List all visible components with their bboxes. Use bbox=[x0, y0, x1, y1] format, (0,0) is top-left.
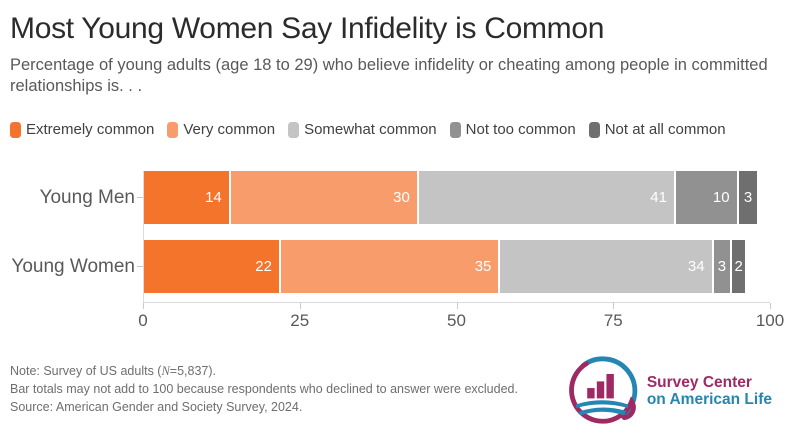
x-tick bbox=[143, 303, 144, 310]
legend-item-label: Very common bbox=[183, 121, 276, 139]
bar-segment: 30 bbox=[230, 171, 419, 225]
category-tick bbox=[137, 266, 143, 268]
note-n-symbol: N bbox=[161, 364, 170, 379]
y-axis-line bbox=[143, 171, 144, 303]
note-line-1: Note: Survey of US adults (N=5,837). bbox=[10, 364, 217, 379]
legend-item: Somewhat common bbox=[288, 121, 437, 138]
x-axis: 0 25 50 75 100 bbox=[138, 302, 784, 332]
x-tick bbox=[299, 303, 301, 310]
segment-value-label: 34 bbox=[687, 258, 705, 276]
stacked-bar: 22 35 34 3 2 bbox=[143, 240, 770, 294]
logo-line-1: Survey Center bbox=[646, 373, 752, 391]
legend: Extremely common Very common Somewhat comm… bbox=[10, 121, 782, 138]
segment-value-label: 35 bbox=[474, 258, 492, 276]
legend-swatch bbox=[10, 121, 21, 138]
logo-line-2: on American Life bbox=[646, 391, 772, 409]
legend-item: Not too common bbox=[449, 121, 576, 139]
segment-value-label: 22 bbox=[255, 258, 272, 276]
legend-item-label: Not at all common bbox=[604, 121, 726, 139]
footnotes: Note: Survey of US adults (N=5,837). Bar… bbox=[10, 362, 518, 416]
bar-segment: 2 bbox=[732, 240, 745, 294]
x-tick bbox=[456, 303, 458, 310]
bar-segment: 14 bbox=[143, 171, 231, 225]
x-tick bbox=[613, 303, 615, 310]
chart-subtitle: Percentage of young adults (age 18 to 29… bbox=[10, 55, 768, 96]
segment-value-label: 30 bbox=[393, 189, 410, 207]
x-tick-label: 100 bbox=[755, 311, 785, 331]
x-tick-label: 50 bbox=[447, 311, 466, 331]
segment-value-label: 2 bbox=[734, 258, 743, 276]
legend-swatch bbox=[588, 121, 600, 138]
legend-swatch bbox=[449, 121, 461, 138]
legend-item-label: Extremely common bbox=[26, 121, 155, 139]
bar-segment: 41 bbox=[418, 171, 676, 225]
bar-segment: 3 bbox=[713, 240, 733, 294]
survey-center-logo: Survey Center on American Life bbox=[565, 354, 772, 428]
bar-row: Young Women 22 35 34 3 2 bbox=[10, 240, 782, 294]
segment-value-label: 3 bbox=[743, 189, 753, 207]
survey-center-logo-icon bbox=[568, 356, 638, 424]
segment-value-label: 14 bbox=[205, 189, 222, 207]
footer: Note: Survey of US adults (N=5,837). Bar… bbox=[10, 356, 782, 428]
note-line-3: Source: American Gender and Society Surv… bbox=[10, 400, 303, 415]
page-title: Most Young Women Say Infidelity is Commo… bbox=[10, 12, 605, 45]
category-label: Young Men bbox=[39, 186, 135, 208]
legend-item: Extremely common bbox=[10, 121, 154, 138]
segment-value-label: 10 bbox=[712, 189, 730, 207]
legend-item-label: Not too common bbox=[465, 121, 576, 139]
bar-segment: 35 bbox=[280, 240, 501, 294]
legend-swatch bbox=[288, 121, 300, 138]
category-tick bbox=[137, 197, 143, 199]
x-tick-label: 0 bbox=[138, 311, 148, 331]
segment-value-label: 41 bbox=[650, 189, 667, 207]
bar-segment: 34 bbox=[500, 240, 714, 294]
x-tick bbox=[770, 303, 771, 310]
plot-area: Young Men 14 30 41 10 3 Young Women 22 35 34 3 2 bbox=[10, 171, 782, 294]
x-tick-label: 25 bbox=[290, 311, 310, 331]
legend-item-label: Somewhat common bbox=[304, 121, 437, 139]
survey-center-logo-text: Survey Center on American Life bbox=[647, 374, 772, 409]
note-line-2: Bar totals may not add to 100 because re… bbox=[10, 382, 518, 397]
legend-item: Not at all common bbox=[588, 121, 726, 139]
legend-swatch bbox=[167, 121, 179, 138]
bar-row: Young Men 14 30 41 10 3 bbox=[10, 171, 782, 225]
x-tick-label: 75 bbox=[603, 311, 623, 331]
bar-segment: 3 bbox=[738, 171, 758, 225]
segment-value-label: 3 bbox=[717, 258, 727, 276]
category-label: Young Women bbox=[11, 255, 135, 277]
stacked-bar: 14 30 41 10 3 bbox=[143, 171, 770, 225]
bar-segment: 10 bbox=[675, 171, 739, 225]
legend-item: Very common bbox=[167, 121, 275, 138]
bar-segment: 22 bbox=[143, 240, 281, 294]
